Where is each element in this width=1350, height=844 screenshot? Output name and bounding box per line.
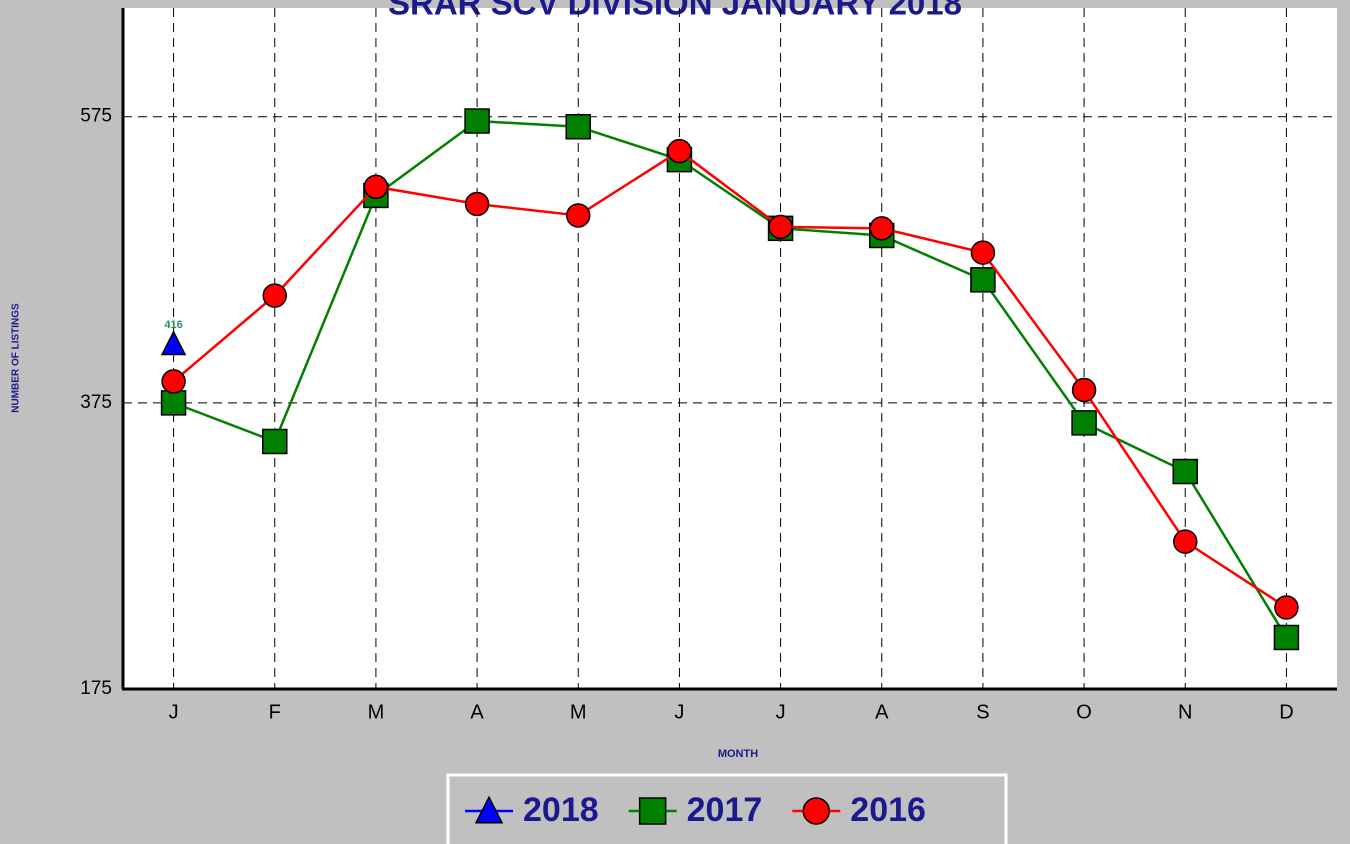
marker-circle <box>161 369 186 394</box>
x-tick-label: J <box>169 701 179 723</box>
marker-square <box>160 390 187 416</box>
x-tick-label: J <box>776 701 786 723</box>
x-tick-label: A <box>470 701 484 723</box>
marker-square <box>638 797 667 825</box>
marker-circle <box>1173 529 1198 554</box>
marker-square <box>565 113 591 140</box>
marker-circle <box>1071 377 1097 403</box>
x-tick-label: M <box>570 701 587 723</box>
marker-circle <box>464 191 490 217</box>
legend-label: 2016 <box>850 791 926 829</box>
x-tick-label: F <box>269 701 281 723</box>
marker-square <box>464 108 490 134</box>
legend-label: 2018 <box>523 791 599 829</box>
marker-square <box>262 428 288 455</box>
marker-circle <box>768 214 793 240</box>
plot-area <box>123 8 1337 689</box>
x-tick-label: D <box>1279 701 1293 723</box>
y-axis-label: NUMBER OF LISTINGS <box>11 303 22 413</box>
marker-circle <box>869 216 894 241</box>
data-label: 416 <box>164 319 182 331</box>
chart-title: SRAR SCV DIVISION JANUARY 2018 <box>388 0 962 22</box>
series-line <box>173 119 1288 639</box>
marker-square <box>970 267 996 293</box>
marker-square <box>1172 458 1198 485</box>
marker-circle <box>970 240 996 265</box>
marker-circle <box>262 283 287 308</box>
marker-circle <box>363 174 389 200</box>
marker-circle <box>802 797 831 825</box>
marker-triangle <box>160 330 187 356</box>
series-line <box>172 149 1288 609</box>
x-tick-label: S <box>976 701 989 723</box>
y-tick-label: 375 <box>80 392 112 413</box>
marker-square <box>1273 624 1300 651</box>
x-tick-label: O <box>1076 701 1092 723</box>
y-tick-label: 175 <box>80 678 112 699</box>
marker-circle <box>1274 595 1299 620</box>
x-tick-label: J <box>674 701 684 723</box>
marker-circle <box>566 203 591 228</box>
legend-label: 2017 <box>687 791 763 829</box>
legend-box <box>446 773 1008 844</box>
marker-triangle <box>474 795 504 824</box>
x-tick-label: N <box>1178 701 1192 723</box>
marker-square <box>1071 410 1097 436</box>
x-tick-label: A <box>875 701 889 723</box>
marker-circle <box>667 138 692 164</box>
y-tick-label: 575 <box>80 106 112 127</box>
x-tick-label: M <box>368 701 385 723</box>
x-axis-label: MONTH <box>718 748 758 760</box>
